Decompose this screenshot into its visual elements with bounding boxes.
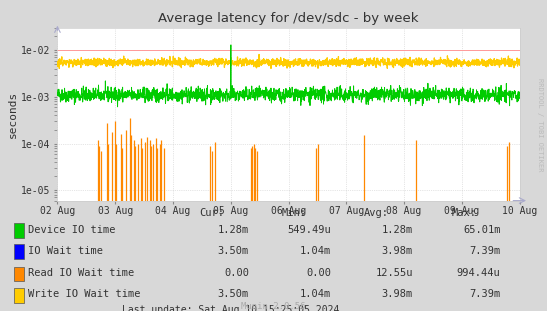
Bar	[14, 267, 24, 281]
Text: 1.28m: 1.28m	[382, 225, 413, 234]
Text: 1.04m: 1.04m	[300, 289, 331, 299]
Text: 3.50m: 3.50m	[218, 246, 249, 256]
Text: 65.01m: 65.01m	[463, 225, 501, 234]
Text: 0.00: 0.00	[224, 268, 249, 278]
Text: Write IO Wait time: Write IO Wait time	[28, 289, 141, 299]
Text: Munin 2.0.56: Munin 2.0.56	[241, 302, 306, 311]
Text: 994.44u: 994.44u	[457, 268, 501, 278]
Text: 1.28m: 1.28m	[218, 225, 249, 234]
Text: Min:: Min:	[282, 208, 307, 218]
Text: 3.50m: 3.50m	[218, 289, 249, 299]
Text: 3.98m: 3.98m	[382, 289, 413, 299]
Text: RRDTOOL / TOBI OETIKER: RRDTOOL / TOBI OETIKER	[537, 78, 543, 171]
Bar	[14, 244, 24, 259]
Text: Cur:: Cur:	[200, 208, 225, 218]
Bar	[14, 288, 24, 303]
Text: 1.04m: 1.04m	[300, 246, 331, 256]
Text: 7.39m: 7.39m	[469, 289, 501, 299]
Text: 12.55u: 12.55u	[375, 268, 413, 278]
Text: 3.98m: 3.98m	[382, 246, 413, 256]
Text: IO Wait time: IO Wait time	[28, 246, 103, 256]
Bar	[14, 223, 24, 238]
Text: Device IO time: Device IO time	[28, 225, 116, 234]
Text: Max:: Max:	[451, 208, 476, 218]
Text: Avg:: Avg:	[364, 208, 389, 218]
Text: 7.39m: 7.39m	[469, 246, 501, 256]
Title: Average latency for /dev/sdc - by week: Average latency for /dev/sdc - by week	[158, 12, 419, 26]
Text: Last update: Sat Aug 10 15:25:05 2024: Last update: Sat Aug 10 15:25:05 2024	[122, 305, 339, 311]
Text: 549.49u: 549.49u	[287, 225, 331, 234]
Text: 0.00: 0.00	[306, 268, 331, 278]
Y-axis label: seconds: seconds	[8, 91, 18, 138]
Text: Read IO Wait time: Read IO Wait time	[28, 268, 135, 278]
